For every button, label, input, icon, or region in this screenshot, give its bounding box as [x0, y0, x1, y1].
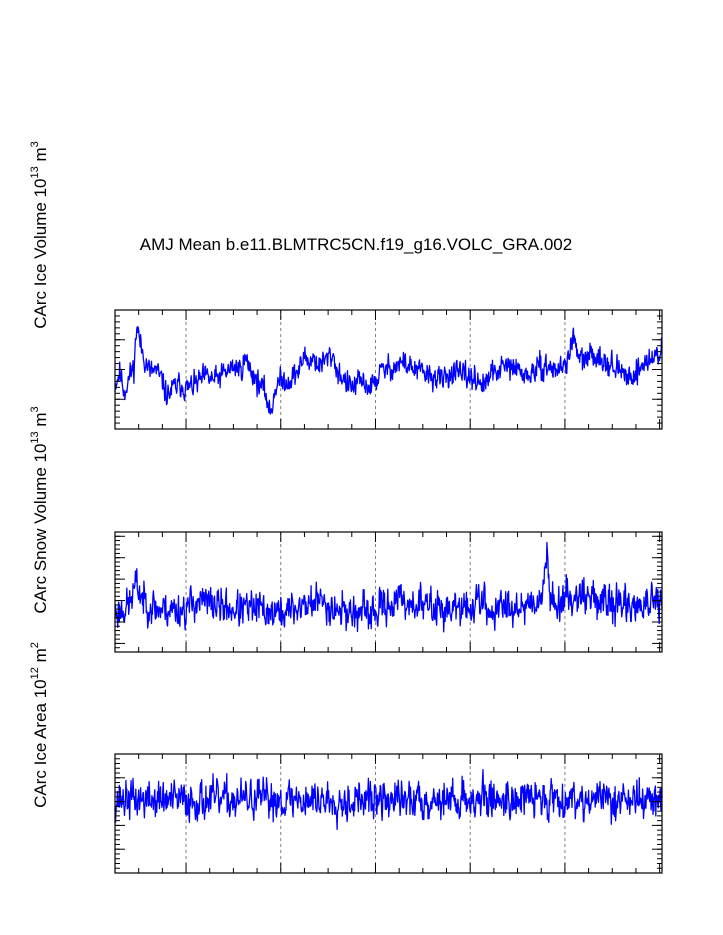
plot-frame — [114, 753, 663, 874]
y-axis-label-mid: m — [31, 412, 50, 431]
y-axis-label-exp1: 12 — [29, 667, 41, 679]
series-line-ice-volume — [114, 326, 663, 415]
series-line-ice-area — [114, 769, 663, 831]
y-axis-label-mid: m — [31, 147, 50, 166]
y-axis-label: CArc Snow Volume 1013 m3 — [29, 406, 50, 613]
y-axis-label-base: CArc Ice Area 10 — [31, 679, 50, 808]
y-axis-label-mid: m — [31, 648, 50, 667]
chart-ice-volume: CArc Ice Volume 1013 m3 — [29, 141, 663, 430]
chart-ice-area: CArc Ice Area 1012 m2 — [29, 642, 663, 874]
y-axis-label: CArc Ice Area 1012 m2 — [29, 642, 50, 808]
chart-snow-volume: CArc Snow Volume 1013 m3 — [29, 406, 663, 653]
series-line-snow-volume — [114, 541, 663, 633]
y-axis-label-exp2: 3 — [29, 406, 41, 412]
y-axis-label: CArc Ice Volume 1013 m3 — [29, 141, 50, 329]
figure-title: AMJ Mean b.e11.BLMTRC5CN.f19_g16.VOLC_GR… — [140, 235, 572, 254]
y-axis-label-exp1: 13 — [29, 166, 41, 178]
plot-frame — [114, 309, 663, 430]
y-axis-label-exp1: 13 — [29, 431, 41, 443]
y-axis-label-exp2: 3 — [29, 141, 41, 147]
y-axis-label-base: CArc Snow Volume 10 — [31, 444, 50, 614]
y-axis-label-exp2: 2 — [29, 642, 41, 648]
y-axis-label-base: CArc Ice Volume 10 — [31, 179, 50, 329]
